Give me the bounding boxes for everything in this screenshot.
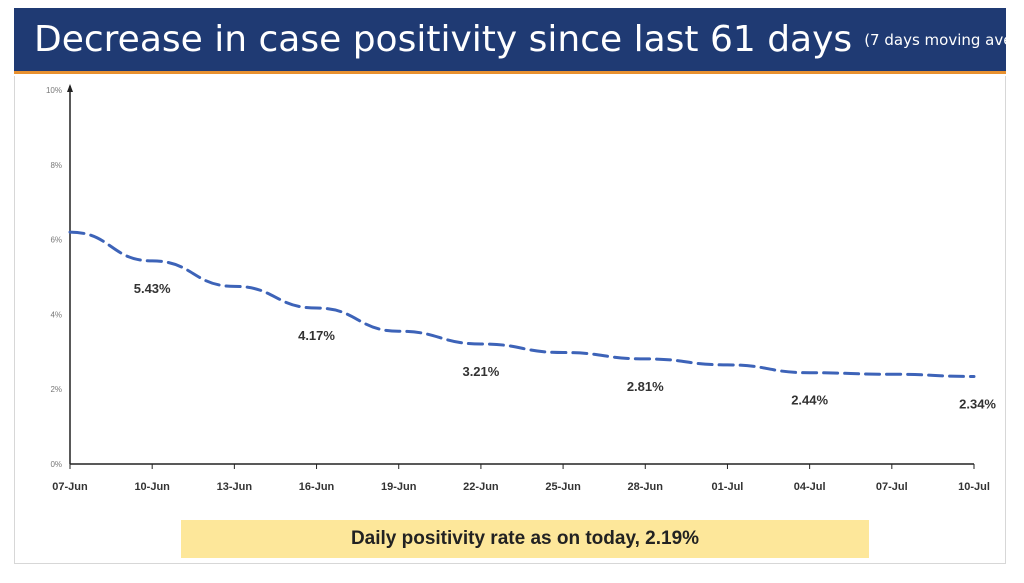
x-tick-label: 07-Jun — [52, 481, 88, 493]
x-tick-label: 01-Jul — [712, 481, 744, 493]
title-bar: Decrease in case positivity since last 6… — [14, 8, 1024, 74]
y-axis-arrow-icon — [67, 84, 73, 92]
chart-frame — [14, 76, 1006, 564]
x-tick-label: 10-Jul — [958, 481, 990, 493]
data-label: 2.81% — [627, 379, 664, 394]
chart-subtitle: (7 days moving average) — [864, 30, 1024, 49]
x-tick-label: 25-Jun — [545, 481, 581, 493]
y-tick-label: 6% — [50, 236, 62, 245]
x-tick-label: 13-Jun — [217, 481, 253, 493]
y-tick-label: 10% — [46, 86, 62, 95]
y-tick-label: 2% — [50, 385, 62, 394]
series-line — [68, 230, 976, 378]
data-label: 5.43% — [134, 281, 171, 296]
data-label: 2.34% — [959, 396, 996, 411]
x-tick-label: 28-Jun — [628, 481, 664, 493]
footer-text: Daily positivity rate as on today, 2.19% — [350, 528, 700, 549]
x-tick-label: 07-Jul — [876, 481, 908, 493]
footer-banner: Daily positivity rate as on today, 2.19% — [181, 520, 869, 558]
x-tick-label: 16-Jun — [299, 481, 335, 493]
x-tick-label: 04-Jul — [794, 481, 826, 493]
y-tick-label: 4% — [50, 310, 62, 319]
x-tick-label: 10-Jun — [134, 481, 170, 493]
data-label: 2.44% — [791, 393, 828, 408]
y-tick-label: 8% — [50, 161, 62, 170]
data-label: 3.21% — [462, 364, 499, 379]
y-tick-label: 0% — [50, 460, 62, 469]
chart-title: Decrease in case positivity since last 6… — [34, 19, 853, 60]
x-tick-label: 19-Jun — [381, 481, 417, 493]
data-label: 4.17% — [298, 328, 335, 343]
x-tick-label: 22-Jun — [463, 481, 499, 493]
